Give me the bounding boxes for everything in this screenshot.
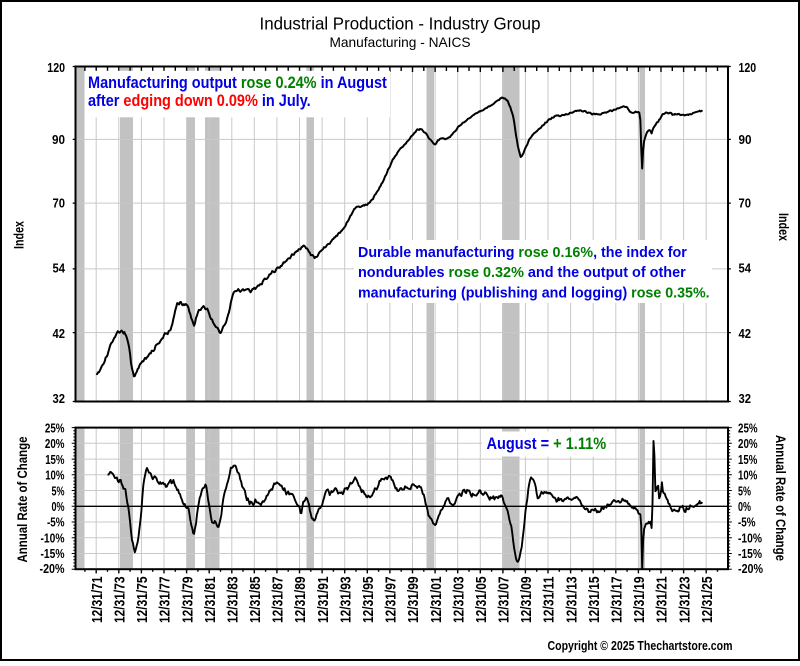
svg-text:12/31/77: 12/31/77 — [158, 577, 174, 624]
svg-text:August = + 1.11%: August = + 1.11% — [487, 435, 607, 453]
svg-text:12/31/87: 12/31/87 — [271, 577, 287, 624]
svg-text:70: 70 — [739, 196, 752, 211]
svg-text:12/31/83: 12/31/83 — [226, 577, 242, 624]
svg-text:70: 70 — [53, 196, 66, 211]
svg-text:12/31/19: 12/31/19 — [632, 577, 648, 624]
svg-text:12/31/99: 12/31/99 — [406, 577, 422, 624]
svg-text:Industrial Production - Indust: Industrial Production - Industry Group — [260, 13, 541, 33]
svg-text:12/31/85: 12/31/85 — [248, 577, 264, 624]
svg-text:32: 32 — [739, 391, 752, 406]
svg-text:42: 42 — [53, 326, 66, 341]
svg-text:12/31/93: 12/31/93 — [338, 577, 354, 624]
svg-text:90: 90 — [52, 132, 65, 147]
svg-text:5%: 5% — [52, 483, 65, 498]
svg-text:12/31/03: 12/31/03 — [451, 577, 467, 624]
svg-text:25%: 25% — [45, 420, 65, 435]
svg-text:12/31/23: 12/31/23 — [677, 577, 693, 624]
svg-text:-5%: -5% — [738, 515, 756, 530]
svg-text:5%: 5% — [738, 483, 751, 498]
svg-text:10%: 10% — [45, 468, 65, 483]
svg-text:nondurables rose 0.32% and the: nondurables rose 0.32% and the output of… — [358, 265, 686, 281]
svg-text:Copyright © 2025 Thechartstore: Copyright © 2025 Thechartstore.com — [548, 639, 733, 653]
svg-text:manufacturing (publishing and: manufacturing (publishing and logging) r… — [358, 285, 710, 301]
svg-text:12/31/13: 12/31/13 — [564, 577, 580, 624]
svg-text:12/31/81: 12/31/81 — [203, 577, 219, 624]
svg-text:12/31/09: 12/31/09 — [519, 577, 535, 624]
svg-text:12/31/07: 12/31/07 — [497, 577, 513, 624]
svg-text:12/31/15: 12/31/15 — [587, 577, 603, 624]
svg-text:12/31/73: 12/31/73 — [113, 577, 129, 624]
svg-text:120: 120 — [739, 60, 757, 75]
svg-text:54: 54 — [739, 261, 752, 276]
svg-text:54: 54 — [53, 261, 66, 276]
svg-text:0%: 0% — [738, 499, 751, 514]
svg-text:Index: Index — [776, 213, 792, 241]
svg-text:12/31/89: 12/31/89 — [293, 577, 309, 624]
svg-text:120: 120 — [47, 60, 65, 75]
svg-text:12/31/21: 12/31/21 — [655, 577, 671, 624]
svg-text:12/31/17: 12/31/17 — [610, 577, 626, 624]
svg-text:-10%: -10% — [41, 531, 65, 546]
svg-text:12/31/79: 12/31/79 — [180, 577, 196, 624]
svg-text:12/31/25: 12/31/25 — [700, 577, 716, 624]
svg-text:12/31/91: 12/31/91 — [316, 577, 332, 624]
svg-text:-5%: -5% — [47, 515, 65, 530]
svg-text:20%: 20% — [738, 436, 758, 451]
svg-text:Annual Rate of Change: Annual Rate of Change — [773, 435, 789, 561]
svg-text:15%: 15% — [45, 452, 65, 467]
svg-text:90: 90 — [739, 132, 752, 147]
svg-text:25%: 25% — [738, 420, 758, 435]
svg-text:-20%: -20% — [738, 561, 763, 576]
svg-text:Manufacturing output rose 0.24: Manufacturing output rose 0.24% in Augus… — [88, 74, 387, 92]
svg-text:32: 32 — [53, 391, 66, 406]
svg-text:12/31/05: 12/31/05 — [474, 577, 490, 624]
svg-text:12/31/75: 12/31/75 — [135, 577, 151, 624]
svg-text:20%: 20% — [45, 436, 65, 451]
svg-text:12/31/95: 12/31/95 — [361, 577, 377, 624]
svg-text:12/31/01: 12/31/01 — [429, 577, 445, 624]
svg-text:12/31/71: 12/31/71 — [90, 577, 106, 624]
svg-text:12/31/97: 12/31/97 — [384, 577, 400, 624]
svg-text:Manufacturing - NAICS: Manufacturing - NAICS — [330, 34, 471, 50]
svg-text:42: 42 — [739, 326, 752, 341]
svg-text:after edging down 0.09% in Jul: after edging down 0.09% in July. — [88, 92, 311, 110]
svg-text:12/31/11: 12/31/11 — [542, 577, 558, 624]
svg-text:Index: Index — [11, 221, 27, 249]
svg-text:15%: 15% — [738, 452, 758, 467]
svg-text:10%: 10% — [738, 468, 758, 483]
svg-text:-15%: -15% — [738, 546, 762, 561]
svg-text:Durable manufacturing rose 0.1: Durable manufacturing rose 0.16%, the in… — [358, 245, 687, 261]
svg-text:-10%: -10% — [738, 531, 762, 546]
svg-text:Annual Rate of Change: Annual Rate of Change — [14, 436, 30, 562]
svg-text:-20%: -20% — [40, 561, 65, 576]
svg-text:-15%: -15% — [41, 546, 65, 561]
svg-text:0%: 0% — [52, 499, 65, 514]
